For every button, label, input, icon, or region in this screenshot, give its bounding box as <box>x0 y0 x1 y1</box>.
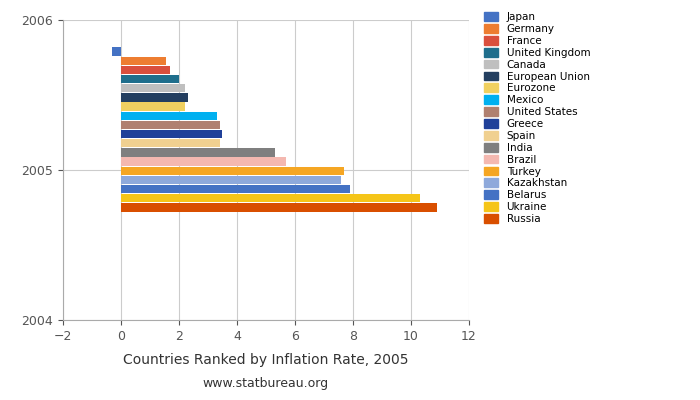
Bar <box>121 139 220 147</box>
Bar <box>121 130 223 138</box>
Bar <box>121 84 185 92</box>
Bar <box>121 158 286 166</box>
Bar <box>121 194 420 202</box>
Bar <box>121 93 188 102</box>
Bar <box>121 185 350 193</box>
Bar <box>121 75 179 83</box>
Bar <box>121 102 185 111</box>
Text: Countries Ranked by Inflation Rate, 2005: Countries Ranked by Inflation Rate, 2005 <box>123 353 409 367</box>
Bar <box>121 203 437 212</box>
Bar <box>121 57 166 65</box>
Bar <box>121 121 220 129</box>
Legend: Japan, Germany, France, United Kingdom, Canada, European Union, Eurozone, Mexico: Japan, Germany, France, United Kingdom, … <box>480 8 594 228</box>
Bar <box>112 48 121 56</box>
Bar <box>121 167 344 175</box>
Bar <box>121 176 342 184</box>
Bar <box>121 66 170 74</box>
Bar <box>121 112 217 120</box>
Bar <box>121 148 274 156</box>
Text: www.statbureau.org: www.statbureau.org <box>203 378 329 390</box>
